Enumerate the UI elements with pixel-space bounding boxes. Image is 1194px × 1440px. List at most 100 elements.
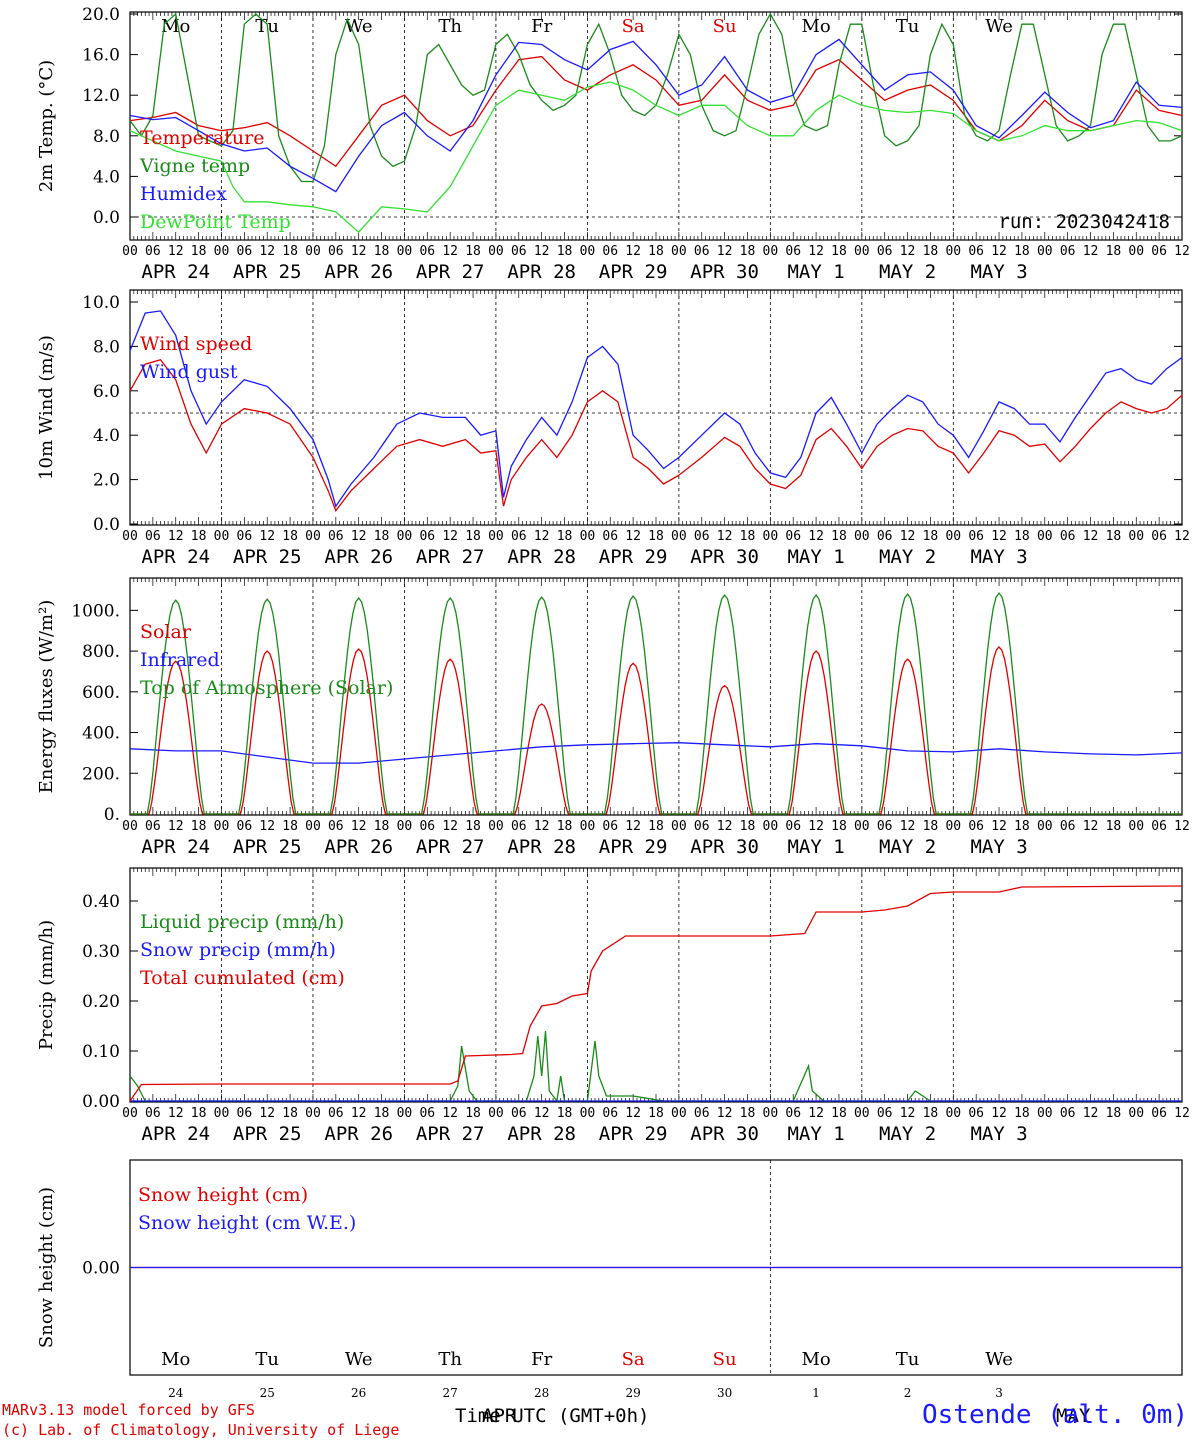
hour-tick-label: 06 <box>1151 244 1167 259</box>
hour-tick-label: 18 <box>1014 1106 1030 1121</box>
hour-tick-label: 00 <box>305 244 321 259</box>
y-tick-label: 0.30 <box>82 942 120 962</box>
weekday-label: We <box>985 1349 1013 1370</box>
hour-tick-label: 12 <box>808 819 824 834</box>
hour-tick-label: 18 <box>740 819 756 834</box>
hour-tick-label: 06 <box>694 529 710 544</box>
hour-tick-label: 00 <box>945 244 961 259</box>
hour-tick-label: 00 <box>488 244 504 259</box>
hour-tick-label: 00 <box>214 529 230 544</box>
hour-tick-label: 06 <box>785 244 801 259</box>
hour-tick-label: 00 <box>763 819 779 834</box>
hour-tick-label: 18 <box>1014 529 1030 544</box>
hour-tick-label: 12 <box>900 819 916 834</box>
hour-tick-label: 06 <box>328 1106 344 1121</box>
hour-tick-label: 00 <box>488 819 504 834</box>
run-annotation: run: 2023042418 <box>998 211 1170 233</box>
date-label: APR 30 <box>690 261 759 283</box>
hour-tick-label: 00 <box>122 819 138 834</box>
hour-tick-label: 18 <box>465 819 481 834</box>
hour-tick-label: 18 <box>1014 244 1030 259</box>
hour-tick-label: 18 <box>282 819 298 834</box>
hour-tick-label: 12 <box>1083 819 1099 834</box>
date-label: MAY 2 <box>879 1123 936 1145</box>
date-label: MAY 1 <box>787 261 844 283</box>
date-label: APR 27 <box>416 546 485 568</box>
hour-tick-label: 06 <box>145 1106 161 1121</box>
panel-2: 0.0 2.0 4.0 6.0 8.0 10.0 10m Wind (m/s) 00 06 12 1… <box>36 289 1190 568</box>
series-line-liquid-precip-mm-h- <box>129 1030 1182 1103</box>
weekday-label: Th <box>438 16 462 37</box>
hour-tick-label: 12 <box>808 1106 824 1121</box>
date-label: APR 29 <box>599 1123 668 1145</box>
time-axis-title: Time UTC (GMT+0h) <box>455 1405 650 1427</box>
hour-tick-label: 06 <box>1151 1106 1167 1121</box>
y-axis-label: Energy fluxes (W/m²) <box>36 600 57 794</box>
legend-entry: Solar <box>140 621 192 643</box>
hour-tick-label: 00 <box>945 1106 961 1121</box>
legend-entry: Wind gust <box>140 361 238 383</box>
series-line-wind-gust <box>129 310 1183 508</box>
hour-tick-label: 00 <box>397 529 413 544</box>
panel-3: 0. 200. 400. 600. 800. 1000. Energy fluxes (W/… <box>36 577 1190 858</box>
weekday-label: Tu <box>255 1349 279 1370</box>
hour-tick-label: 18 <box>923 529 939 544</box>
y-tick-label: 0.00 <box>82 1259 120 1279</box>
legend-entry: Wind speed <box>140 333 252 355</box>
weekday-label: Mo <box>801 16 830 37</box>
hour-tick-label: 18 <box>191 529 207 544</box>
hour-tick-label: 12 <box>808 529 824 544</box>
hour-tick-label: 06 <box>328 244 344 259</box>
hour-tick-label: 06 <box>602 819 618 834</box>
date-label: MAY 1 <box>787 836 844 858</box>
hour-tick-label: 00 <box>580 244 596 259</box>
hour-tick-label: 12 <box>900 244 916 259</box>
y-tick-label: 8.0 <box>93 127 120 147</box>
hour-tick-label: 00 <box>214 244 230 259</box>
hour-tick-label: 06 <box>237 244 253 259</box>
hour-tick-label: 00 <box>122 1106 138 1121</box>
y-tick-label: 4.0 <box>93 167 120 187</box>
hour-tick-label: 12 <box>900 529 916 544</box>
y-tick-label: 0.0 <box>93 515 120 535</box>
hour-tick-label: 12 <box>717 244 733 259</box>
y-tick-label: 800. <box>82 642 120 662</box>
hour-tick-label: 06 <box>785 529 801 544</box>
hour-tick-label: 18 <box>374 244 390 259</box>
hour-tick-label: 00 <box>122 529 138 544</box>
hour-tick-label: 06 <box>419 819 435 834</box>
hour-tick-label: 00 <box>1037 529 1053 544</box>
hour-tick-label: 06 <box>511 1106 527 1121</box>
y-tick-label: 6.0 <box>93 382 120 402</box>
hour-tick-label: 18 <box>557 529 573 544</box>
date-label: APR 27 <box>416 261 485 283</box>
hour-tick-label: 00 <box>671 819 687 834</box>
date-label: APR 29 <box>599 261 668 283</box>
hour-tick-label: 06 <box>1060 244 1076 259</box>
hour-tick-label: 12 <box>351 819 367 834</box>
hour-tick-label: 18 <box>557 819 573 834</box>
hour-tick-label: 18 <box>648 1106 664 1121</box>
hour-tick-label: 06 <box>419 1106 435 1121</box>
date-label: MAY 1 <box>787 546 844 568</box>
hour-tick-label: 12 <box>351 529 367 544</box>
hour-tick-label: 06 <box>237 819 253 834</box>
hour-tick-label: 06 <box>877 1106 893 1121</box>
hour-tick-label: 18 <box>1106 244 1122 259</box>
weekday-label: Mo <box>161 16 190 37</box>
hour-tick-label: 06 <box>877 819 893 834</box>
hour-tick-label: 18 <box>1014 819 1030 834</box>
y-tick-label: 16.0 <box>82 46 120 66</box>
hour-tick-label: 18 <box>374 1106 390 1121</box>
y-tick-label: 0. <box>104 805 120 825</box>
hour-tick-label: 00 <box>945 819 961 834</box>
y-tick-label: 0.20 <box>82 992 120 1012</box>
hour-tick-label: 00 <box>397 244 413 259</box>
hour-tick-label: 00 <box>1128 819 1144 834</box>
weekday-label: We <box>985 16 1013 37</box>
hour-tick-label: 12 <box>259 529 275 544</box>
legend-entry: Snow height (cm) <box>138 1184 308 1206</box>
day-number-label: 26 <box>351 1386 366 1400</box>
hour-tick-label: 12 <box>168 1106 184 1121</box>
date-label: APR 26 <box>324 836 393 858</box>
